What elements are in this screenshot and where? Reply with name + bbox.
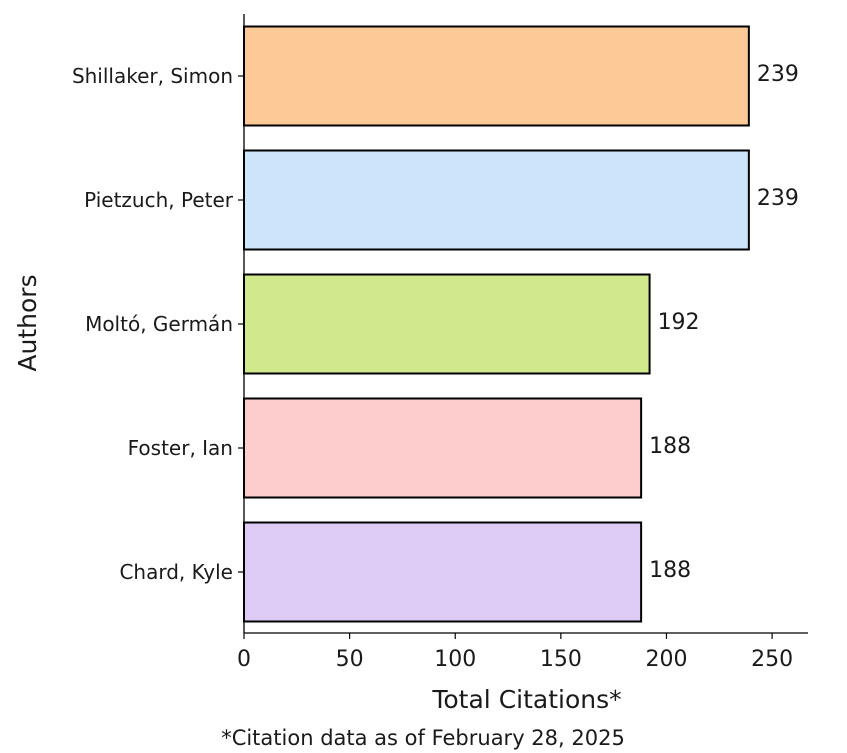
value-label-1: 239 <box>757 186 799 211</box>
bar-1 <box>243 149 750 251</box>
category-label-0: Shillaker, Simon <box>72 64 233 88</box>
bar-2 <box>243 273 651 375</box>
x-tick-label-3: 150 <box>540 647 582 672</box>
category-label-4: Chard, Kyle <box>119 560 233 584</box>
footnote: *Citation data as of February 28, 2025 <box>221 726 625 750</box>
bar-4 <box>243 521 643 623</box>
category-label-1: Pietzuch, Peter <box>84 188 234 212</box>
x-tick-label-2: 100 <box>434 647 476 672</box>
category-label-3: Foster, Ian <box>128 436 233 460</box>
bars-layer: Shillaker, Simon 239 Pietzuch, Peter 239 Mol… <box>72 25 799 623</box>
x-tick-label-4: 200 <box>645 647 687 672</box>
x-tick-label-0: 0 <box>237 647 251 672</box>
y-axis-title: Authors <box>13 274 42 371</box>
bar-3 <box>243 397 643 499</box>
x-axis-title: Total Citations* <box>431 685 621 714</box>
value-label-0: 239 <box>757 62 799 87</box>
category-label-2: Moltó, Germán <box>85 312 233 336</box>
value-label-2: 192 <box>658 310 700 335</box>
x-ticks-layer: 0 50 100 150 200 250 <box>237 633 793 672</box>
value-label-4: 188 <box>649 558 691 583</box>
x-tick-label-1: 50 <box>336 647 364 672</box>
x-tick-label-5: 250 <box>751 647 793 672</box>
value-label-3: 188 <box>649 434 691 459</box>
bar-0 <box>243 25 750 127</box>
